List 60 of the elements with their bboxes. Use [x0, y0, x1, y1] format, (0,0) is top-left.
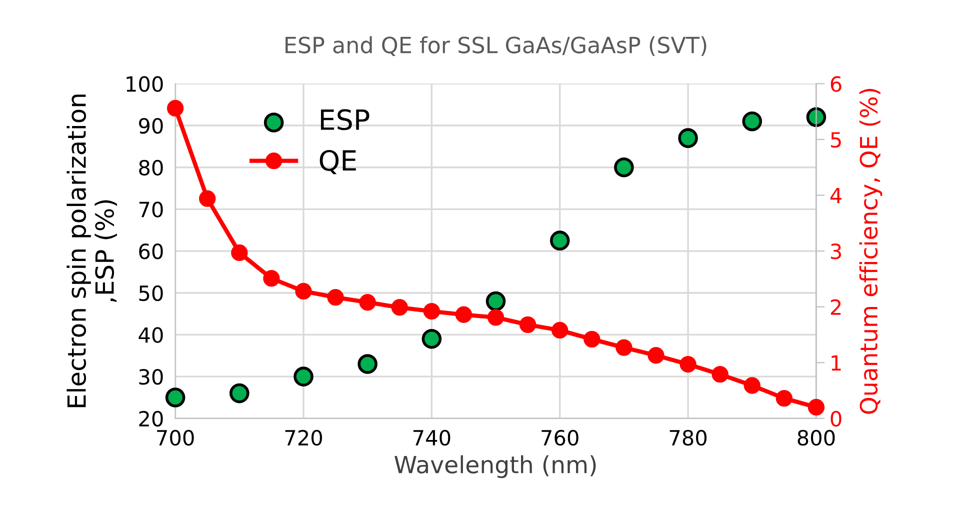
- y-axis-title: Electron spin polarization ,ESP (%): [66, 94, 117, 408]
- point: [230, 383, 250, 404]
- x-tick-label: 780: [670, 430, 707, 446]
- legend-label: ESP: [320, 109, 370, 130]
- y2-tick-label: 2: [830, 299, 841, 315]
- point: [616, 339, 632, 356]
- point: [358, 354, 378, 374]
- point: [486, 291, 506, 312]
- point: [294, 366, 314, 386]
- point: [712, 366, 728, 383]
- chart-title: ESP and QE for SSL GaAs/GaAsP (SVT): [286, 36, 706, 56]
- x-tick-label: 800: [798, 430, 835, 446]
- y-tick-label: 30: [139, 369, 163, 385]
- point: [648, 347, 664, 364]
- y-tick-label: 70: [139, 202, 163, 218]
- y-tick-label: 60: [139, 243, 163, 260]
- y-tick-label: 20: [139, 410, 163, 427]
- legend-label: QE: [320, 150, 356, 174]
- point: [423, 302, 440, 320]
- point: [808, 398, 825, 416]
- point: [391, 299, 408, 316]
- x-tick-label: 760: [542, 430, 578, 446]
- point: [487, 309, 504, 326]
- point: [165, 388, 186, 408]
- y2-tick-label: 3: [831, 243, 841, 260]
- x-tick-label: 720: [285, 430, 322, 446]
- y2-tick-label: 4: [830, 188, 842, 204]
- y2-tick-label: 1: [832, 355, 841, 371]
- point: [552, 322, 568, 339]
- point: [359, 294, 376, 311]
- point: [678, 128, 698, 148]
- y-tick-label: 40: [138, 327, 163, 343]
- point: [742, 111, 762, 132]
- y-tick-label: 80: [139, 160, 163, 176]
- point: [776, 390, 793, 407]
- point: [550, 230, 570, 250]
- point: [263, 270, 280, 287]
- y-tick-label: 100: [126, 76, 163, 92]
- y2-tick-label: 6: [830, 76, 842, 92]
- point: [806, 107, 826, 128]
- y2-tick-label: 5: [831, 132, 841, 148]
- point: [295, 282, 312, 300]
- point: [166, 100, 184, 117]
- x-tick-label: 700: [157, 430, 194, 446]
- point: [231, 244, 248, 262]
- x-axis-title: Wavelength (nm): [394, 455, 596, 478]
- point: [744, 377, 760, 394]
- point: [327, 289, 344, 306]
- y2-tick-label: 0: [830, 410, 842, 427]
- point: [680, 356, 696, 373]
- x-tick-label: 740: [414, 430, 450, 446]
- y-tick-label: 90: [139, 118, 163, 134]
- point: [614, 157, 634, 178]
- point: [455, 306, 472, 323]
- point: [519, 316, 536, 334]
- point: [584, 330, 600, 348]
- point: [422, 329, 442, 349]
- y-tick-label: 50: [139, 285, 163, 302]
- y2-axis-title: Quantum efficiency, QE (%): [859, 88, 882, 414]
- point: [199, 190, 216, 207]
